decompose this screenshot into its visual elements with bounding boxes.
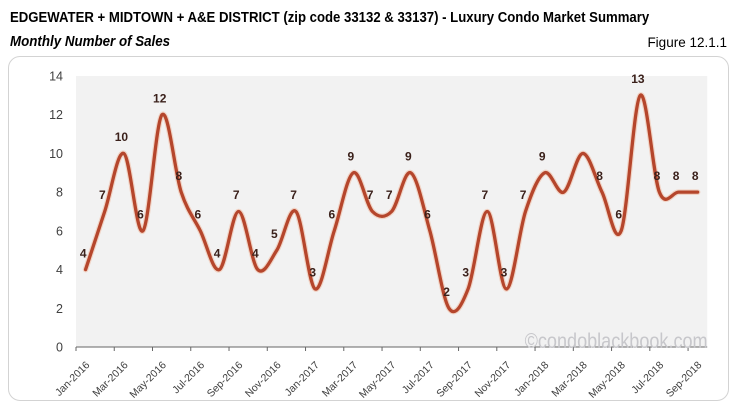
svg-text:10: 10 — [49, 147, 63, 161]
svg-text:Jan-2017: Jan-2017 — [282, 359, 322, 399]
svg-text:7: 7 — [481, 188, 488, 202]
svg-text:12: 12 — [153, 91, 167, 105]
svg-text:8: 8 — [175, 169, 182, 183]
svg-text:Sep-2017: Sep-2017 — [434, 359, 475, 399]
svg-text:6: 6 — [56, 224, 63, 238]
svg-text:7: 7 — [520, 188, 527, 202]
svg-text:8: 8 — [692, 169, 699, 183]
svg-text:8: 8 — [654, 169, 661, 183]
svg-text:14: 14 — [49, 70, 63, 84]
svg-text:4: 4 — [80, 246, 87, 260]
svg-text:Jul-2017: Jul-2017 — [400, 359, 437, 396]
svg-text:Mar-2018: Mar-2018 — [549, 359, 589, 399]
svg-text:4: 4 — [252, 246, 259, 260]
svg-text:5: 5 — [271, 227, 278, 241]
svg-text:May-2018: May-2018 — [586, 359, 628, 399]
svg-text:0: 0 — [56, 341, 63, 355]
svg-text:7: 7 — [233, 188, 240, 202]
svg-text:Jul-2018: Jul-2018 — [629, 359, 666, 396]
svg-text:3: 3 — [501, 266, 508, 280]
svg-text:8: 8 — [673, 169, 680, 183]
svg-text:8: 8 — [596, 169, 603, 183]
svg-text:4: 4 — [56, 263, 63, 277]
svg-text:Nov-2017: Nov-2017 — [473, 359, 514, 399]
svg-text:Sep-2018: Sep-2018 — [664, 359, 705, 399]
svg-text:6: 6 — [615, 208, 622, 222]
svg-text:12: 12 — [49, 108, 63, 122]
svg-text:9: 9 — [348, 150, 355, 164]
svg-text:May-2017: May-2017 — [357, 359, 399, 399]
svg-text:Mar-2017: Mar-2017 — [320, 359, 360, 399]
svg-text:7: 7 — [367, 188, 374, 202]
svg-text:9: 9 — [405, 150, 412, 164]
svg-text:6: 6 — [328, 208, 335, 222]
svg-text:10: 10 — [115, 130, 129, 144]
svg-text:6: 6 — [195, 208, 202, 222]
svg-text:7: 7 — [290, 188, 297, 202]
svg-text:Nov-2016: Nov-2016 — [243, 359, 284, 399]
svg-text:Sep-2016: Sep-2016 — [205, 359, 246, 399]
svg-text:7: 7 — [386, 188, 393, 202]
svg-text:4: 4 — [214, 246, 221, 260]
svg-text:6: 6 — [424, 208, 431, 222]
svg-text:Jul-2016: Jul-2016 — [170, 359, 207, 396]
svg-text:Mar-2016: Mar-2016 — [90, 359, 130, 399]
svg-text:3: 3 — [309, 266, 316, 280]
svg-text:13: 13 — [631, 72, 645, 86]
svg-text:©condoblackbook.com: ©condoblackbook.com — [525, 330, 708, 353]
svg-text:2: 2 — [443, 285, 450, 299]
svg-text:3: 3 — [462, 266, 469, 280]
svg-text:7: 7 — [99, 188, 106, 202]
svg-text:8: 8 — [56, 186, 63, 200]
svg-text:6: 6 — [137, 208, 144, 222]
svg-text:May-2016: May-2016 — [127, 359, 169, 399]
svg-text:9: 9 — [539, 150, 546, 164]
svg-text:Jan-2018: Jan-2018 — [512, 359, 552, 399]
svg-text:Jan-2016: Jan-2016 — [53, 359, 93, 399]
svg-text:2: 2 — [56, 302, 63, 316]
